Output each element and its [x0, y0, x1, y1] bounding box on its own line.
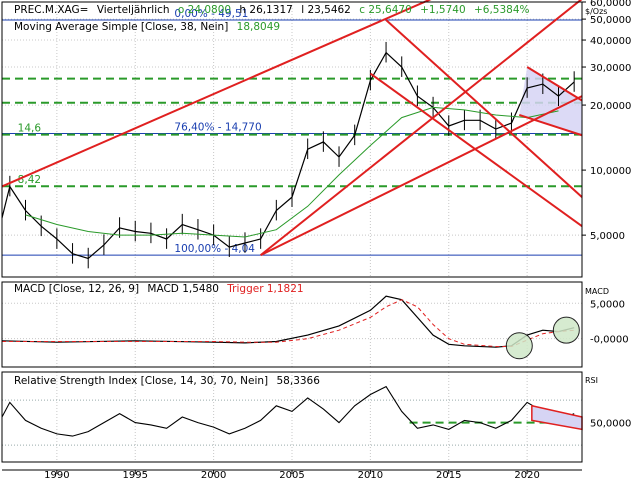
ma-legend: Moving Average Simple [Close, 38, Nein] …	[14, 21, 280, 33]
trendline	[518, 114, 583, 137]
ma-legend-value: 18,8049	[237, 21, 280, 33]
moving-average-line	[25, 106, 559, 238]
trigger-legend-value: Trigger 1,1821	[226, 283, 303, 295]
x-tick-label: 1990	[44, 470, 69, 480]
support-level-label: 8,42	[18, 174, 41, 186]
macd-line	[1, 295, 575, 348]
x-tick-label: 1995	[123, 470, 148, 480]
close-value: c 25,6470	[359, 4, 412, 16]
price-tick-label: 40,0000	[590, 36, 631, 47]
macd-legend: MACD [Close, 12, 26, 9] MACD 1,5480 Trig…	[14, 283, 304, 295]
price-tick-label: 5,0000	[590, 231, 625, 242]
macd-panel	[1, 295, 580, 360]
rsi-tick-label: 50,0000	[590, 419, 631, 430]
rsi-panel	[1, 385, 583, 446]
price-unit-label: $/Ozs	[585, 7, 607, 16]
macd-legend-title: MACD [Close, 12, 26, 9]	[14, 283, 139, 295]
high-value: h 26,1317	[239, 4, 292, 16]
price-tick-label: 30,0000	[590, 63, 631, 74]
price-tick-label: 20,0000	[590, 101, 631, 112]
price-panel: 0,00% - 49,51 76,40% - 14,770 100,00% - 4,…	[1, 0, 583, 269]
period-label: Vierteljährlich	[97, 4, 170, 16]
trendline	[369, 72, 583, 227]
price-header: PREC.M.XAG= Vierteljährlich o 24,0800 h …	[14, 4, 530, 16]
price-tick-label: 10,0000	[590, 166, 631, 177]
macd-tick-label: 5,0000	[590, 299, 625, 310]
rsi-wedge	[531, 404, 583, 431]
fibonacci-level-label: 0,00% - 49,51	[174, 8, 248, 20]
x-tick-label: 2010	[358, 470, 383, 480]
trendline	[260, 95, 583, 257]
macd-frame	[1, 281, 583, 368]
rsi-line	[1, 385, 575, 437]
trendline	[385, 19, 583, 198]
rsi-frame	[1, 371, 583, 463]
ma-legend-name: Moving Average Simple [Close, 38, Nein]	[14, 21, 228, 33]
change-pct-value: +6,5384%	[474, 4, 530, 16]
trendline	[1, 0, 432, 188]
support-level-label: 14,6	[18, 123, 42, 135]
price-tick-label: 60,0000	[590, 0, 631, 9]
rsi-legend: Relative Strength Index [Close, 14, 30, …	[14, 375, 320, 387]
x-tick-label: 2020	[514, 470, 539, 480]
rsi-legend-title: Relative Strength Index [Close, 14, 30, …	[14, 375, 268, 387]
chart-grid	[2, 1, 582, 462]
x-tick-label: 2000	[201, 470, 226, 480]
rsi-legend-value: 58,3366	[277, 375, 321, 387]
macd-tick-label: -0,0000	[590, 335, 629, 346]
open-value: o 24,0800	[178, 4, 231, 16]
price-series-line	[1, 51, 575, 260]
macd-legend-value: MACD 1,5480	[147, 283, 219, 295]
trigger-line	[2, 299, 575, 347]
rsi-side-label: RSI	[585, 376, 598, 385]
symbol-label: PREC.M.XAG=	[14, 4, 88, 16]
low-value: l 23,5462	[301, 4, 351, 16]
trendline	[260, 0, 583, 256]
macd-side-label: MACD	[585, 287, 609, 296]
trendline	[526, 66, 583, 102]
price-tick-label: 50,0000	[590, 15, 631, 26]
signal-circle	[505, 332, 533, 360]
x-tick-label: 2005	[279, 470, 304, 480]
x-tick-label: 2015	[436, 470, 461, 480]
price-frame	[1, 1, 583, 278]
change-value: +1,5740	[420, 4, 466, 16]
wedge-area	[519, 67, 582, 136]
signal-circle	[552, 316, 580, 344]
fibonacci-level-label: 76,40% - 14,770	[174, 122, 261, 134]
fibonacci-level-label: 100,00% - 4,04	[174, 243, 255, 255]
